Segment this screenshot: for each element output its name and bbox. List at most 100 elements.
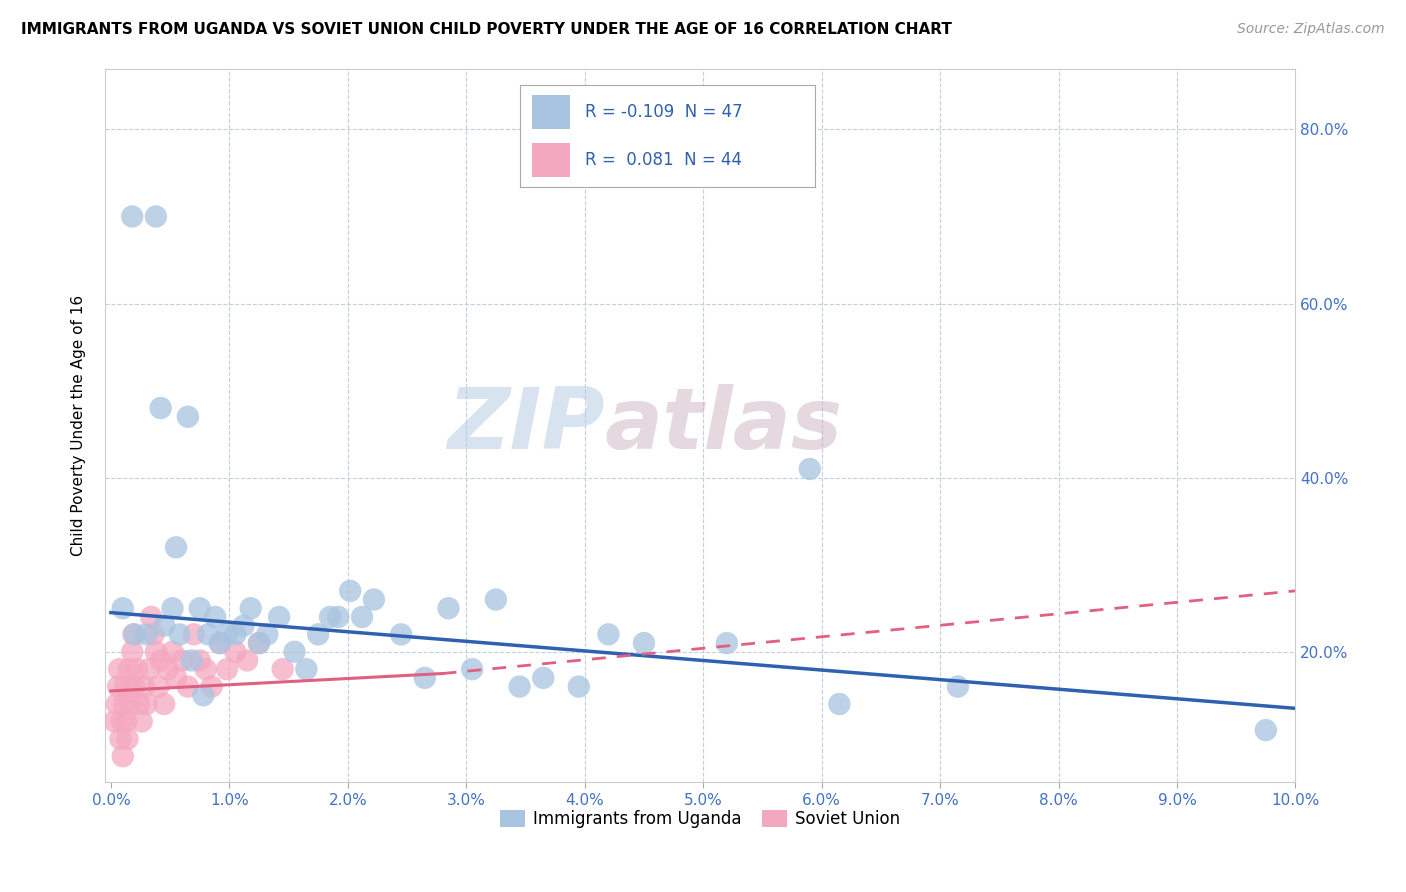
Point (165, 671, 187, 685)
Point (437, 601, 460, 615)
Point (200, 680, 222, 694)
Point (215, 662, 238, 676)
Point (108, 662, 131, 676)
Point (350, 610, 373, 624)
Point (125, 662, 148, 676)
Point (156, 662, 179, 676)
Point (188, 601, 211, 615)
Point (799, 462, 821, 476)
Point (141, 610, 163, 624)
Point (103, 714, 125, 729)
Point (145, 210, 167, 224)
Point (183, 627, 205, 641)
Point (128, 697, 150, 711)
Point (295, 662, 318, 676)
Point (180, 653, 202, 667)
Point (208, 636, 231, 650)
Point (115, 714, 138, 729)
Point (162, 601, 184, 615)
Point (118, 697, 141, 711)
Point (215, 627, 238, 641)
Point (598, 627, 620, 641)
Point (197, 627, 219, 641)
Point (247, 636, 270, 650)
Point (135, 697, 157, 711)
FancyBboxPatch shape (531, 95, 571, 128)
Point (269, 610, 291, 624)
Text: ZIP: ZIP (447, 384, 605, 467)
Point (271, 662, 294, 676)
Point (124, 680, 146, 694)
Point (153, 697, 176, 711)
Legend: Immigrants from Uganda, Soviet Union: Immigrants from Uganda, Soviet Union (494, 803, 907, 835)
Point (170, 653, 193, 667)
Point (413, 671, 436, 685)
Point (193, 688, 215, 702)
Point (461, 662, 484, 676)
Point (149, 401, 172, 415)
Point (509, 680, 531, 694)
Point (716, 636, 738, 650)
Point (224, 627, 246, 641)
Text: Source: ZipAtlas.com: Source: ZipAtlas.com (1237, 22, 1385, 37)
Point (363, 592, 385, 607)
Point (107, 680, 129, 694)
Y-axis label: Child Poverty Under the Age of 16: Child Poverty Under the Age of 16 (72, 295, 86, 556)
Point (111, 749, 134, 764)
Point (224, 645, 246, 659)
Point (307, 627, 329, 641)
Point (149, 653, 172, 667)
Point (247, 636, 270, 650)
Point (120, 680, 142, 694)
Point (828, 697, 851, 711)
Point (111, 601, 134, 615)
Point (169, 627, 191, 641)
Point (105, 697, 128, 711)
Point (121, 210, 143, 224)
Point (177, 680, 200, 694)
Point (485, 592, 508, 607)
Point (389, 627, 412, 641)
Point (135, 627, 157, 641)
Point (138, 662, 160, 676)
Point (568, 680, 591, 694)
Point (339, 583, 361, 598)
FancyBboxPatch shape (531, 144, 571, 177)
Text: R = -0.109  N = 47: R = -0.109 N = 47 (585, 103, 742, 121)
Point (124, 627, 146, 641)
Point (153, 618, 176, 632)
Text: IMMIGRANTS FROM UGANDA VS SOVIET UNION CHILD POVERTY UNDER THE AGE OF 16 CORRELA: IMMIGRANTS FROM UGANDA VS SOVIET UNION C… (21, 22, 952, 37)
Point (194, 662, 217, 676)
Point (117, 731, 139, 746)
Point (328, 610, 350, 624)
Point (131, 714, 153, 729)
Point (122, 627, 145, 641)
Point (208, 636, 231, 650)
Point (232, 618, 254, 632)
Point (531, 671, 554, 685)
Text: atlas: atlas (605, 384, 844, 467)
Point (256, 627, 278, 641)
Point (162, 645, 184, 659)
Point (188, 653, 211, 667)
Point (148, 680, 170, 694)
Point (1254, 723, 1277, 738)
Point (142, 627, 165, 641)
Point (165, 541, 187, 555)
Point (110, 714, 132, 729)
Point (110, 731, 132, 746)
Point (145, 645, 167, 659)
Point (132, 680, 155, 694)
Point (236, 653, 259, 667)
Point (633, 636, 655, 650)
Point (112, 697, 135, 711)
Point (946, 680, 969, 694)
Point (319, 610, 342, 624)
Point (118, 662, 141, 676)
Point (283, 645, 305, 659)
Point (204, 610, 226, 624)
Text: R =  0.081  N = 44: R = 0.081 N = 44 (585, 151, 742, 169)
Point (121, 645, 143, 659)
Point (177, 409, 200, 424)
Point (239, 601, 262, 615)
